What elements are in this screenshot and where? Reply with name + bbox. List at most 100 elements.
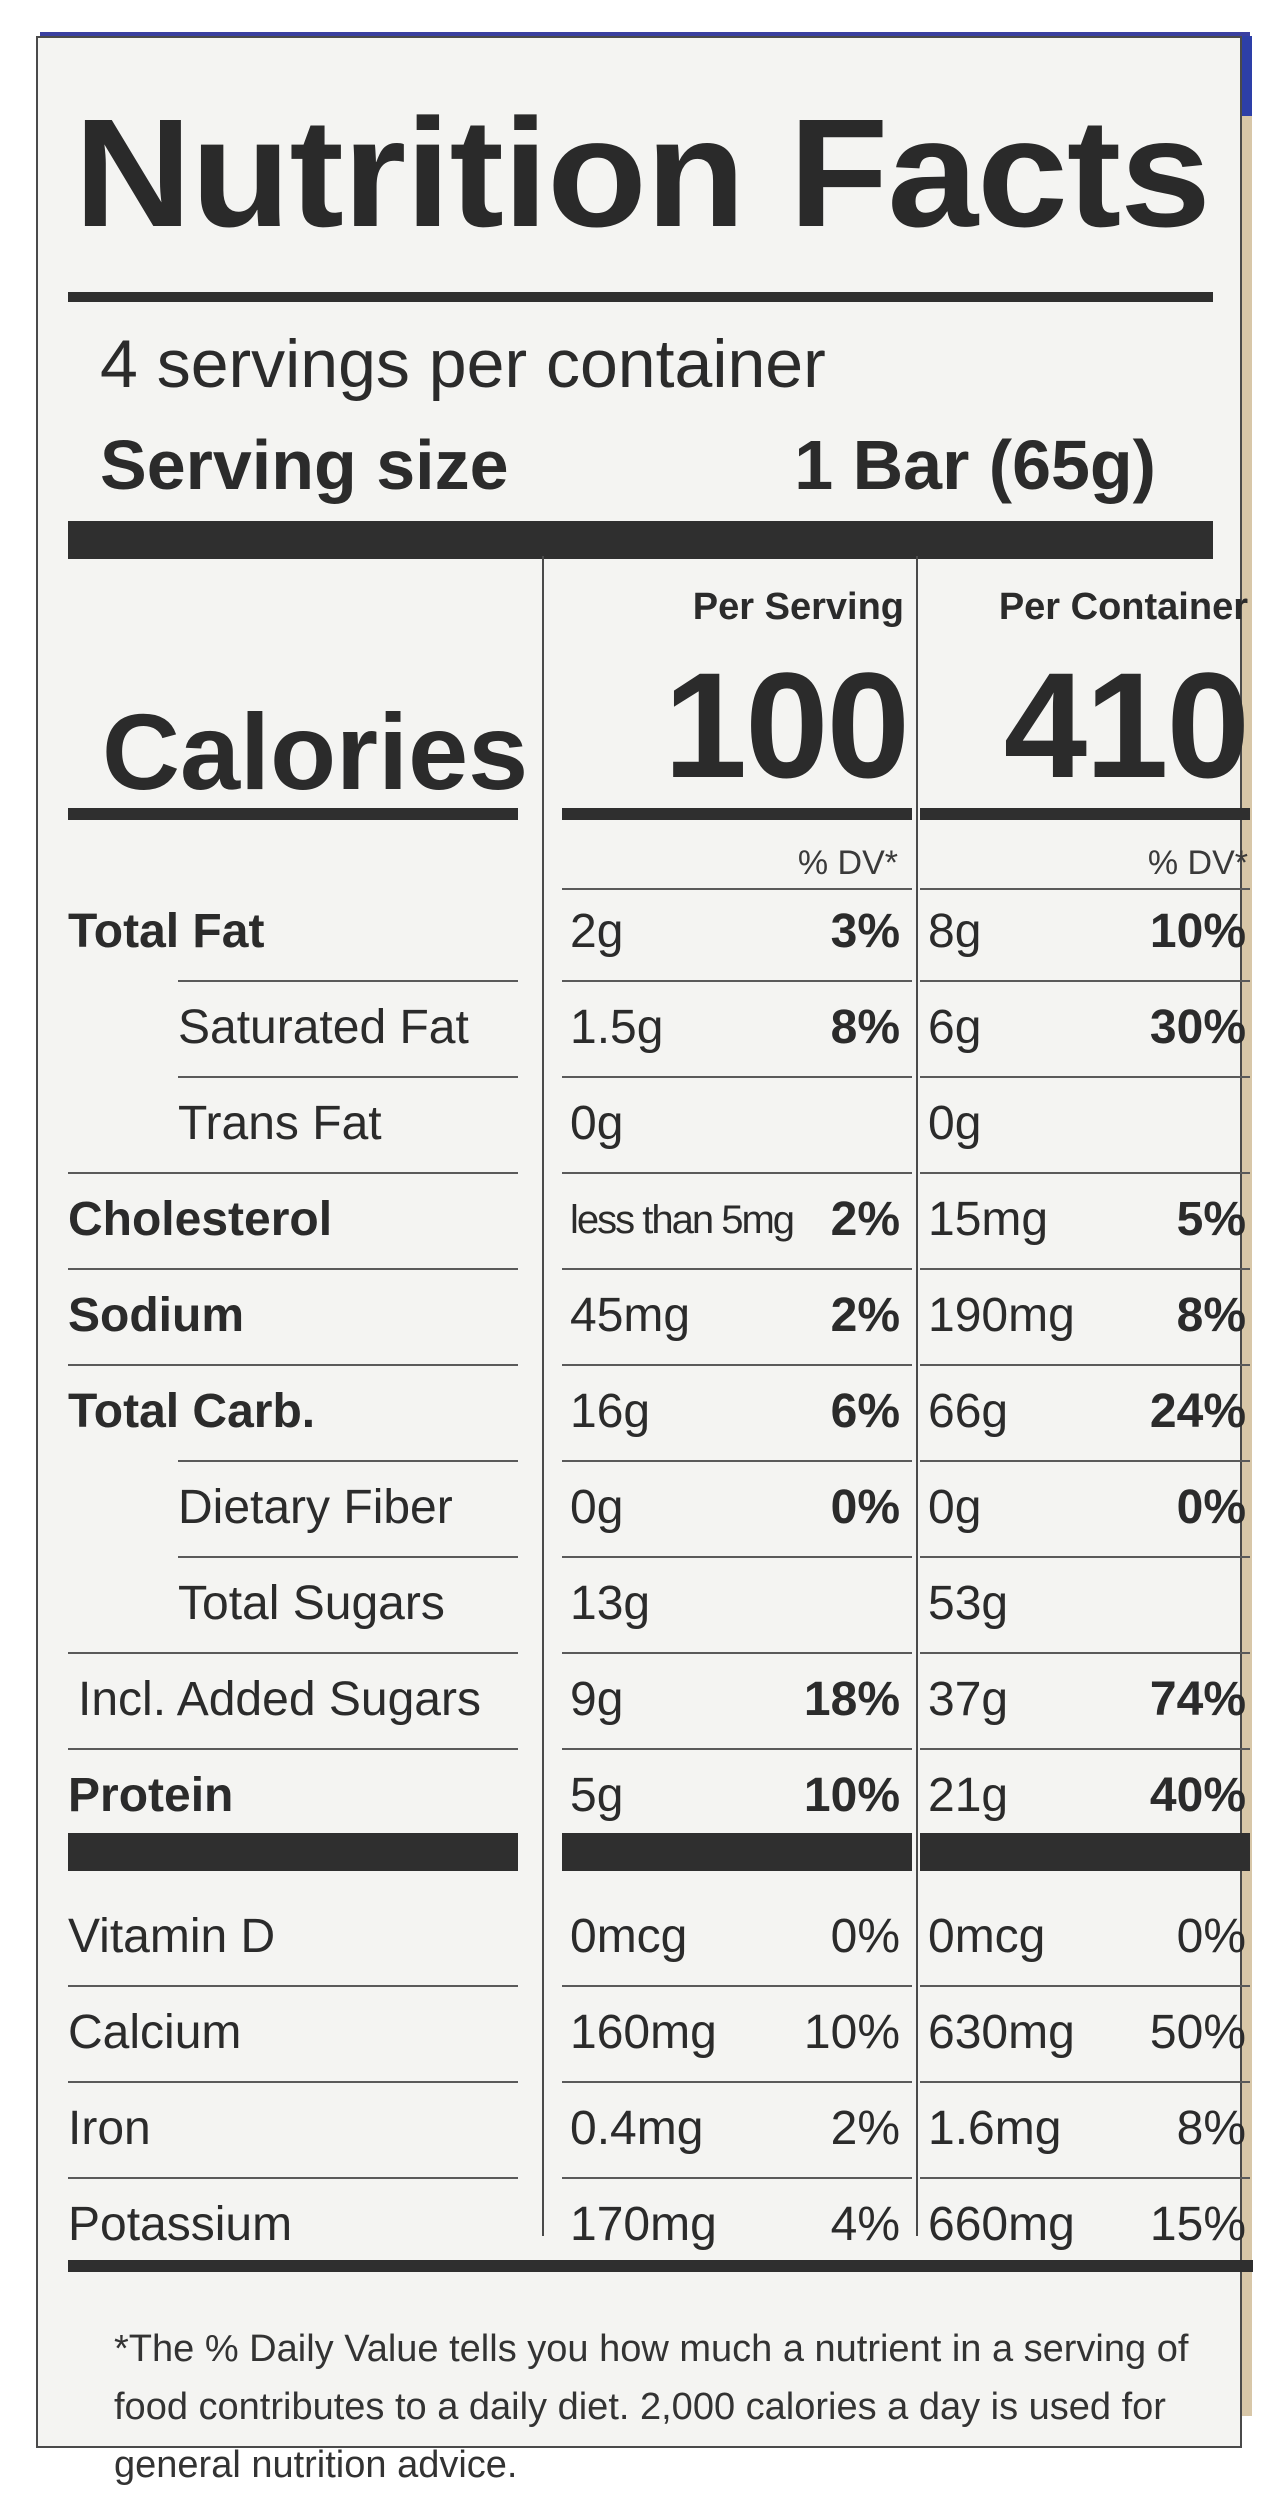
protein-thick-rule-container (920, 1833, 1250, 1871)
serving-amount: 2g (570, 905, 624, 958)
serving-amount: 170mg (570, 2198, 717, 2251)
nutrient-label: Total Fat (68, 905, 265, 958)
container-dv: 10% (1149, 905, 1246, 958)
row-divider (920, 2081, 1250, 2083)
container-amount: 1.6mg (928, 2102, 1062, 2155)
serving-dv: 18% (803, 1673, 900, 1726)
row-divider (68, 2177, 518, 2179)
container-amount: 21g (928, 1769, 1009, 1822)
container-dv: 0% (1176, 1910, 1246, 1963)
container-amount: 0g (928, 1481, 982, 1534)
container-dv: 30% (1149, 1001, 1246, 1054)
per-serving-header: Per Serving (692, 586, 904, 628)
row-divider (178, 1076, 518, 1078)
container-dv: 8% (1176, 2102, 1246, 2155)
nutrient-label: Saturated Fat (178, 1001, 469, 1054)
row-divider (920, 1748, 1250, 1750)
row-divider (68, 1748, 518, 1750)
protein-thick-rule-serving (562, 1833, 912, 1871)
serving-amount: 9g (570, 1673, 624, 1726)
row-divider (562, 2177, 912, 2179)
row-divider (562, 1556, 912, 1558)
row-divider (562, 1268, 912, 1270)
row-divider (562, 1460, 912, 1462)
serving-dv: 6% (830, 1385, 900, 1438)
container-amount: 66g (928, 1385, 1009, 1438)
row-divider (562, 1652, 912, 1654)
footnote-rule (68, 2260, 1253, 2272)
row-divider (562, 1076, 912, 1078)
row-divider (68, 1268, 518, 1270)
row-divider (68, 1985, 518, 1987)
row-divider (178, 1460, 518, 1462)
container-dv: 5% (1176, 1193, 1246, 1246)
dv-header-divider (562, 888, 912, 890)
serving-amount: 16g (570, 1385, 651, 1438)
container-amount: 8g (928, 905, 982, 958)
container-amount: 53g (928, 1577, 1009, 1630)
serving-dv: 0% (830, 1481, 900, 1534)
protein-thick-rule-left (68, 1833, 518, 1871)
row-divider (68, 1364, 518, 1366)
row-divider (178, 1556, 518, 1558)
calories-rule-left (68, 808, 518, 820)
daily-value-footnote: *The % Daily Value tells you how much a … (114, 2328, 1189, 2486)
serving-dv: 0% (830, 1910, 900, 1963)
row-divider (562, 1985, 912, 1987)
dv-header-serving: % DV* (797, 844, 898, 882)
serving-amount: 0g (570, 1097, 624, 1150)
serving-dv: 2% (830, 1289, 900, 1342)
vitamin-label: Calcium (68, 2006, 242, 2059)
row-divider (68, 1652, 518, 1654)
vitamin-label: Iron (68, 2102, 151, 2155)
nutrient-label: Trans Fat (178, 1097, 382, 1150)
row-divider (68, 2081, 518, 2083)
serving-dv: 4% (830, 2198, 900, 2251)
serving-dv: 2% (830, 2102, 900, 2155)
row-divider (920, 1985, 1250, 1987)
row-divider (920, 980, 1250, 982)
container-dv: 8% (1176, 1289, 1246, 1342)
dv-header-divider (920, 888, 1250, 890)
serving-amount: 160mg (570, 2006, 717, 2059)
serving-thick-rule (68, 521, 1213, 559)
row-divider (562, 1364, 912, 1366)
calories-rule-container (920, 808, 1250, 820)
row-divider (920, 1460, 1250, 1462)
row-divider (562, 1172, 912, 1174)
per-container-header: Per Container (998, 586, 1248, 628)
nutrition-label: Nutrition Facts 4 servings per container… (36, 36, 1253, 2486)
container-dv: 74% (1149, 1673, 1246, 1726)
label-title: Nutrition Facts (74, 87, 1211, 259)
serving-dv: 2% (830, 1193, 900, 1246)
calories-per-container: 410 (1003, 641, 1250, 809)
row-divider (920, 1556, 1250, 1558)
row-divider (562, 980, 912, 982)
nutrient-label: Dietary Fiber (178, 1481, 453, 1534)
dv-header-container: % DV* (1147, 844, 1248, 882)
container-amount: 37g (928, 1673, 1009, 1726)
serving-amount: 45mg (570, 1289, 691, 1342)
nutrient-label: Total Carb. (68, 1385, 316, 1438)
row-divider (920, 1172, 1250, 1174)
serving-size-value: 1 Bar (65g) (794, 426, 1156, 504)
row-divider (920, 2177, 1250, 2179)
nutrient-label: Total Sugars (178, 1577, 445, 1630)
row-divider (920, 1076, 1250, 1078)
calories-rule-serving (562, 808, 912, 820)
container-amount: 15mg (928, 1193, 1049, 1246)
container-dv: 0% (1176, 1481, 1246, 1534)
container-amount: 660mg (928, 2198, 1075, 2251)
column-divider-2 (916, 556, 918, 2236)
row-divider (562, 2081, 912, 2083)
serving-dv: 10% (803, 2006, 900, 2059)
vitamin-label: Potassium (68, 2198, 293, 2251)
serving-dv: 8% (830, 1001, 900, 1054)
container-dv: 24% (1149, 1385, 1246, 1438)
row-divider (68, 1172, 518, 1174)
container-amount: 0mcg (928, 1910, 1046, 1963)
calories-per-serving: 100 (663, 641, 910, 809)
row-divider (562, 1748, 912, 1750)
column-divider-1 (542, 556, 544, 2236)
nutrient-label: Sodium (68, 1289, 244, 1342)
